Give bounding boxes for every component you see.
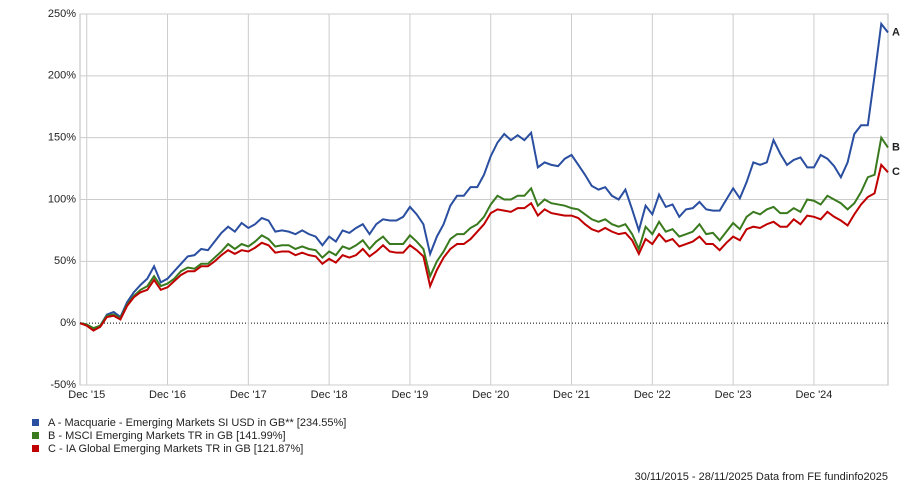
legend-swatch xyxy=(32,445,39,452)
y-tick-label: 100% xyxy=(48,193,76,205)
series-line xyxy=(79,135,889,330)
legend-swatch xyxy=(32,419,39,426)
x-tick-label: Dec '20 xyxy=(472,389,509,401)
y-tick-label: 150% xyxy=(48,132,76,144)
x-tick-label: Dec '17 xyxy=(230,389,267,401)
x-tick-label: Dec '23 xyxy=(715,389,752,401)
y-tick-label: 0% xyxy=(60,317,76,329)
x-tick-label: Dec '24 xyxy=(795,389,832,401)
series-line xyxy=(79,21,889,331)
legend-label: C - IA Global Emerging Markets TR in GB … xyxy=(48,443,303,455)
series-line xyxy=(79,162,889,332)
legend-swatch xyxy=(32,432,39,439)
x-tick-label: Dec '21 xyxy=(553,389,590,401)
series-end-label: C xyxy=(892,166,900,178)
y-tick-label: 200% xyxy=(48,70,76,82)
x-tick-label: Dec '16 xyxy=(149,389,186,401)
footnote: 30/11/2015 - 28/11/2025 Data from FE fun… xyxy=(635,471,888,483)
y-tick-label: -50% xyxy=(50,379,76,391)
x-tick-label: Dec '22 xyxy=(634,389,671,401)
y-tick-label: 250% xyxy=(48,8,76,20)
series-end-label: B xyxy=(892,141,900,153)
x-tick-label: Dec '18 xyxy=(311,389,348,401)
legend-label: A - Macquarie - Emerging Markets SI USD … xyxy=(48,417,346,429)
legend-label: B - MSCI Emerging Markets TR in GB [141.… xyxy=(48,430,286,442)
y-tick-label: 50% xyxy=(54,255,76,267)
x-tick-label: Dec '19 xyxy=(391,389,428,401)
series-end-label: A xyxy=(892,26,900,38)
x-tick-label: Dec '15 xyxy=(68,389,105,401)
